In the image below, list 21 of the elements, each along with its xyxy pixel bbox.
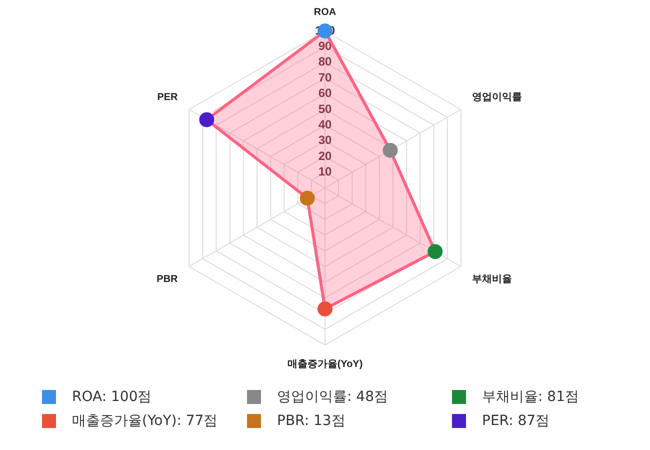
y-tick-label: 60	[318, 86, 332, 100]
y-tick-label: 80	[318, 54, 332, 69]
y-tick-label: 50	[318, 102, 332, 116]
y-tick-label: 90	[318, 39, 332, 54]
y-tick-label: 40	[318, 118, 332, 132]
text: 매출증가율(YoY): 77점	[72, 413, 218, 429]
text: ROA: 100점	[72, 389, 152, 405]
y-tick-label: 30	[318, 133, 332, 148]
spoke-label: 부채비율	[472, 274, 512, 285]
spoke-label: 영업이익률	[472, 92, 522, 103]
y-tick-label: 20	[318, 148, 332, 163]
spoke-label: 매출증가율(YoY)	[287, 358, 363, 370]
spoke-label: ROA	[314, 6, 336, 18]
text: 영업이익률: 48점	[277, 389, 388, 405]
y-tick-label: 70	[318, 70, 332, 84]
y-tick-label: 10	[318, 164, 332, 179]
text: PER: 87점	[482, 413, 550, 429]
spoke-label: PBR	[156, 274, 179, 285]
spoke-label: PER	[157, 92, 179, 103]
text: PBR: 13점	[277, 413, 346, 429]
text: 부채비율: 81점	[482, 389, 579, 405]
